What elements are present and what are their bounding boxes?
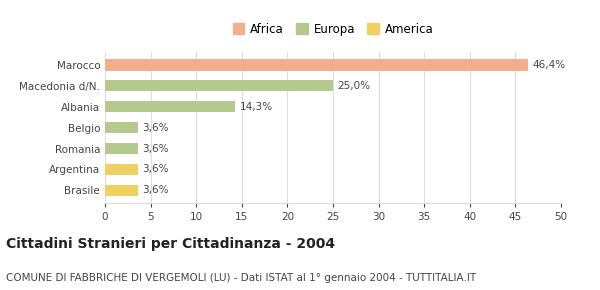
Bar bbox=[105, 101, 235, 113]
Text: COMUNE DI FABBRICHE DI VERGEMOLI (LU) - Dati ISTAT al 1° gennaio 2004 - TUTTITAL: COMUNE DI FABBRICHE DI VERGEMOLI (LU) - … bbox=[6, 273, 476, 283]
Text: 3,6%: 3,6% bbox=[142, 123, 169, 133]
Text: Cittadini Stranieri per Cittadinanza - 2004: Cittadini Stranieri per Cittadinanza - 2… bbox=[6, 237, 335, 251]
Text: 3,6%: 3,6% bbox=[142, 144, 169, 153]
Bar bbox=[105, 185, 138, 196]
Bar bbox=[105, 59, 528, 70]
Bar bbox=[105, 143, 138, 154]
Bar bbox=[105, 122, 138, 133]
Legend: Africa, Europa, America: Africa, Europa, America bbox=[228, 18, 438, 40]
Text: 3,6%: 3,6% bbox=[142, 185, 169, 195]
Text: 46,4%: 46,4% bbox=[533, 60, 566, 70]
Text: 3,6%: 3,6% bbox=[142, 164, 169, 175]
Text: 14,3%: 14,3% bbox=[240, 102, 273, 112]
Bar bbox=[105, 80, 333, 92]
Bar bbox=[105, 164, 138, 175]
Text: 25,0%: 25,0% bbox=[338, 81, 371, 91]
